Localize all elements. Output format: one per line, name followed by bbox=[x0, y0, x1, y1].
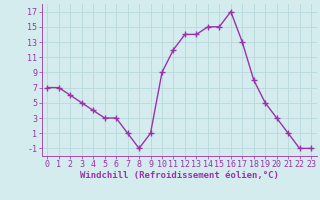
X-axis label: Windchill (Refroidissement éolien,°C): Windchill (Refroidissement éolien,°C) bbox=[80, 171, 279, 180]
